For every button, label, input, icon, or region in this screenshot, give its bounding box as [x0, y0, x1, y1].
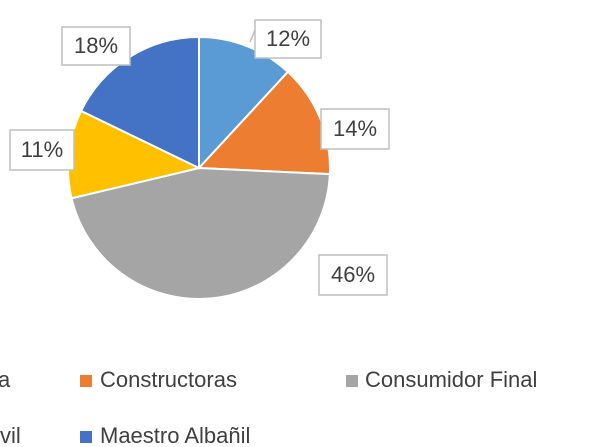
data-label-unit: % — [290, 26, 310, 51]
pie-slice — [198, 35, 290, 171]
data-label-unit: % — [357, 116, 377, 141]
legend-label: Consumidor Final — [365, 367, 537, 392]
pie-slice — [70, 166, 331, 300]
legend-marker — [80, 375, 92, 387]
legend-label: Constructoras — [100, 367, 237, 392]
data-label: 12% — [266, 26, 310, 51]
legend-label: vil — [0, 423, 21, 447]
label-box — [318, 254, 388, 296]
data-label-value: 12 — [266, 26, 290, 51]
legend-label: a — [0, 367, 11, 392]
leader-line — [249, 29, 256, 43]
pie-slice — [196, 70, 331, 176]
data-label: 18% — [74, 33, 118, 58]
label-box — [320, 108, 390, 150]
data-label: 11% — [21, 137, 63, 162]
data-label-unit: % — [44, 137, 64, 162]
data-label: 14% — [333, 116, 377, 141]
data-label-value: 18 — [74, 33, 98, 58]
data-label-value: 14 — [333, 116, 357, 141]
data-label: 46% — [331, 262, 375, 287]
legend-marker — [346, 375, 358, 387]
legend-label: Maestro Albañil — [100, 423, 250, 447]
legend-marker — [80, 431, 92, 443]
data-label-unit: % — [98, 33, 118, 58]
label-box — [61, 26, 131, 66]
data-label-unit: % — [355, 262, 375, 287]
data-label-value: 11 — [21, 137, 44, 162]
data-label-value: 46 — [331, 262, 355, 287]
label-box — [9, 129, 75, 171]
label-box — [254, 19, 322, 59]
